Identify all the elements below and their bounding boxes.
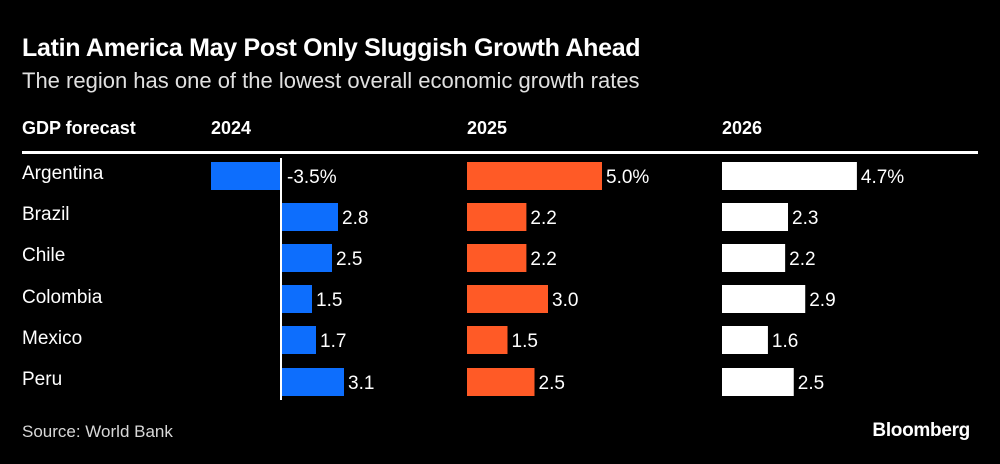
bar-2024-peru (282, 368, 344, 396)
bar-2025-peru (467, 368, 535, 396)
bar-2026-colombia (722, 285, 806, 313)
bar-2024-colombia (282, 285, 312, 313)
bar-2025-brazil (467, 203, 527, 231)
value-label: 1.6 (772, 331, 798, 352)
value-label: 2.2 (789, 249, 815, 270)
source-note: Source: World Bank (22, 422, 173, 441)
value-label: 2.5 (336, 249, 362, 270)
country-label: Peru (22, 369, 63, 390)
country-label: Chile (22, 245, 66, 266)
value-label: 2.5 (539, 373, 565, 394)
value-label: 2.5 (798, 373, 824, 394)
bar-2026-brazil (722, 203, 789, 231)
bar-2024-brazil (282, 203, 338, 231)
chart-title: Latin America May Post Only Sluggish Gro… (22, 34, 641, 62)
bar-2026-peru (722, 368, 794, 396)
value-label: 2.3 (792, 208, 818, 229)
value-label: 2.2 (530, 208, 556, 229)
value-label: 2.8 (342, 208, 368, 229)
bar-2025-argentina (467, 162, 602, 190)
country-label: Colombia (22, 287, 103, 308)
bar-2024-mexico (282, 326, 316, 354)
country-label: Mexico (22, 328, 83, 349)
bar-2024-chile (282, 244, 332, 272)
value-label: 1.5 (316, 290, 342, 311)
country-label: Argentina (22, 163, 104, 184)
column-header-2024: 2024 (211, 118, 252, 138)
value-label: -3.5% (287, 167, 337, 188)
bar-2024-argentina (211, 162, 281, 190)
value-label: 1.7 (320, 331, 346, 352)
value-label: 4.7% (861, 167, 904, 188)
value-label: 3.1 (348, 373, 374, 394)
value-label: 2.2 (530, 249, 556, 270)
bar-2026-mexico (722, 326, 768, 354)
bar-2025-chile (467, 244, 527, 272)
bar-2026-chile (722, 244, 786, 272)
bloomberg-logo: Bloomberg (872, 420, 970, 441)
column-header-2025: 2025 (467, 118, 508, 138)
chart-subtitle: The region has one of the lowest overall… (22, 68, 640, 93)
row-header: GDP forecast (22, 118, 136, 138)
header-rule (22, 151, 978, 154)
value-label: 5.0% (606, 167, 649, 188)
value-label: 2.9 (809, 290, 835, 311)
value-label: 1.5 (512, 331, 538, 352)
country-label: Brazil (22, 204, 70, 225)
value-label: 3.0 (552, 290, 578, 311)
bar-2025-mexico (467, 326, 508, 354)
bar-2026-argentina (722, 162, 857, 190)
bar-2025-colombia (467, 285, 548, 313)
column-header-2026: 2026 (722, 118, 763, 138)
